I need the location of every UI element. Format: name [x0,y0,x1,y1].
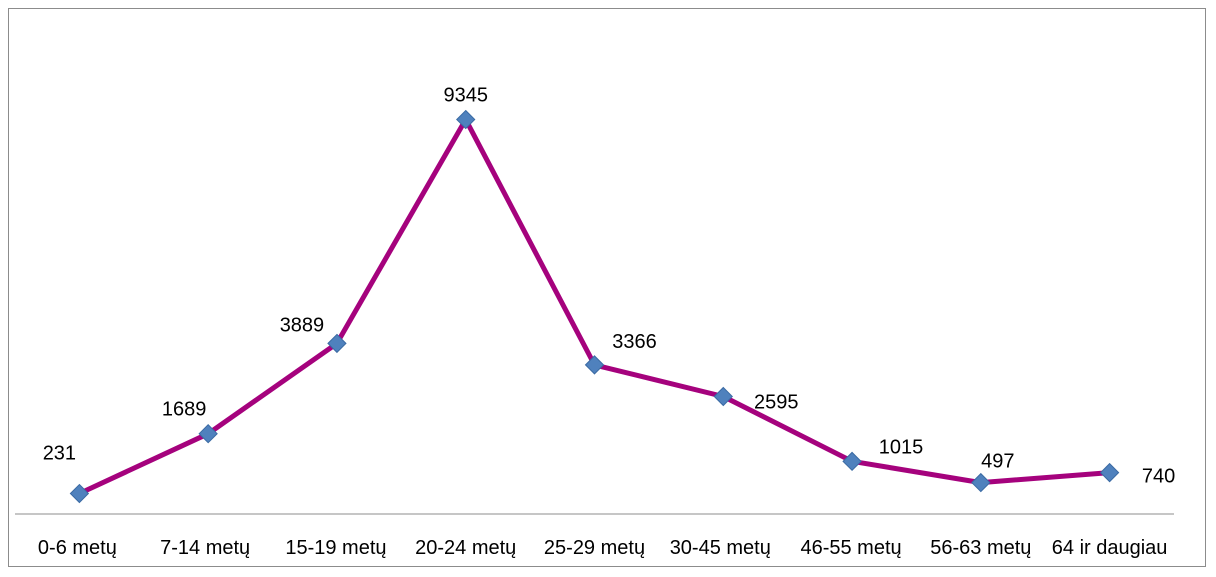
data-point-marker [842,451,862,472]
data-point-marker [713,386,733,407]
data-label: 497 [981,451,1014,473]
data-label: 231 [43,443,76,465]
x-tick-layer: 0-6 metų 7-14 metų 15-19 metų 20-24 metų 25-… [38,537,1168,559]
data-label: 740 [1142,466,1175,488]
marker-layer [69,109,1120,504]
x-tick-label: 0-6 metų [38,537,117,559]
data-label: 2595 [754,392,799,414]
data-point-marker [198,423,218,444]
x-tick-label: 7-14 metų [160,537,250,559]
data-point-marker [971,472,991,493]
data-label: 3366 [612,331,657,353]
data-label: 3889 [280,314,325,336]
x-tick-label: 30-45 metų [670,537,771,559]
series-layer [78,117,1110,496]
x-tick-label: 46-55 metų [800,537,901,559]
data-point-marker [584,355,605,375]
data-label-layer: 231 1689 3889 9345 3366 2595 1015 497 740 [43,85,1176,488]
series-line [78,117,1110,496]
data-point-marker [1099,462,1120,483]
x-tick-label: 64 ir daugiau [1052,537,1168,559]
x-tick-label: 20-24 metų [415,537,516,559]
data-label: 1689 [162,399,207,421]
data-label: 1015 [879,436,924,458]
data-point-marker [456,109,476,130]
data-point-marker [69,483,90,504]
data-label: 9345 [443,85,488,107]
x-tick-label: 56-63 metų [930,537,1031,559]
data-point-marker [327,333,347,354]
chart-frame [8,8,1206,567]
x-tick-label: 15-19 metų [285,537,386,559]
x-tick-label: 25-29 metų [544,537,645,559]
